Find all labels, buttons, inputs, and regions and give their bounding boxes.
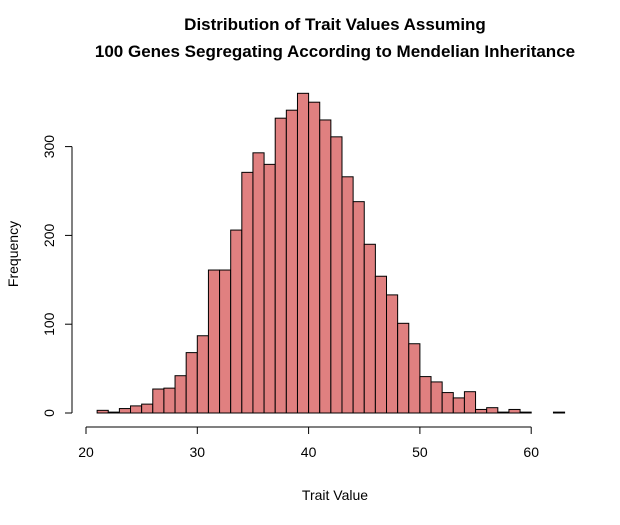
histogram-bar bbox=[486, 407, 499, 414]
histogram-bar bbox=[252, 152, 265, 414]
y-tick-label: 200 bbox=[41, 224, 57, 248]
histogram-bar bbox=[241, 171, 254, 414]
chart-title-line-1: Distribution of Trait Values Assuming bbox=[184, 15, 486, 34]
histogram-bar bbox=[319, 119, 332, 414]
histogram-bar bbox=[230, 229, 243, 414]
x-axis-ticks: 20 30 40 50 60 bbox=[78, 427, 539, 460]
histogram-bar bbox=[163, 387, 176, 414]
chart-title-line-2: 100 Genes Segregating According to Mende… bbox=[95, 42, 575, 61]
histogram-bar bbox=[285, 109, 298, 414]
histogram-bar bbox=[374, 275, 388, 414]
y-tick-label: 100 bbox=[41, 312, 57, 336]
histogram-bar bbox=[308, 101, 321, 414]
y-axis-ticks: 0 100 200 300 bbox=[41, 135, 72, 417]
histogram-bar bbox=[386, 294, 399, 414]
histogram-bar bbox=[408, 343, 421, 414]
histogram-bar bbox=[141, 403, 154, 414]
x-tick-label: 60 bbox=[523, 444, 539, 460]
histogram-bar bbox=[174, 375, 187, 414]
x-tick-label: 40 bbox=[301, 444, 317, 460]
histogram-bar bbox=[96, 409, 109, 414]
histogram-bar bbox=[430, 381, 443, 414]
x-axis-label: Trait Value bbox=[302, 487, 368, 503]
histogram-bar bbox=[274, 117, 287, 414]
histogram-bar bbox=[185, 352, 198, 414]
y-tick-label: 0 bbox=[41, 409, 57, 417]
histogram-bar bbox=[463, 391, 477, 414]
histogram-bar bbox=[552, 411, 566, 414]
histogram-bar bbox=[497, 411, 510, 414]
histogram-bar bbox=[352, 201, 365, 414]
x-tick-label: 30 bbox=[190, 444, 206, 460]
y-axis-label: Frequency bbox=[5, 221, 21, 287]
x-tick-label: 20 bbox=[78, 444, 94, 460]
x-tick-label: 50 bbox=[412, 444, 428, 460]
histogram-bar bbox=[118, 408, 132, 414]
histogram-bar bbox=[341, 176, 354, 414]
histogram-bar bbox=[130, 405, 143, 414]
histogram-bar bbox=[397, 322, 410, 414]
histogram-bar bbox=[508, 408, 521, 414]
histogram-bar bbox=[196, 335, 209, 414]
histogram-bar bbox=[441, 392, 454, 414]
histogram-bar bbox=[219, 269, 232, 414]
bars-group bbox=[96, 92, 566, 414]
histogram-bar bbox=[330, 136, 343, 414]
histogram-bar bbox=[475, 408, 488, 414]
histogram-bar bbox=[296, 92, 310, 414]
y-tick-label: 300 bbox=[41, 135, 57, 159]
histogram-bar bbox=[452, 397, 465, 414]
histogram-bar bbox=[263, 163, 276, 414]
histogram-bar bbox=[363, 243, 376, 414]
histogram-bar bbox=[419, 376, 432, 414]
histogram-bar bbox=[107, 411, 120, 414]
histogram-bar bbox=[207, 269, 221, 414]
histogram-bar bbox=[519, 411, 532, 414]
histogram-bar bbox=[152, 388, 165, 414]
